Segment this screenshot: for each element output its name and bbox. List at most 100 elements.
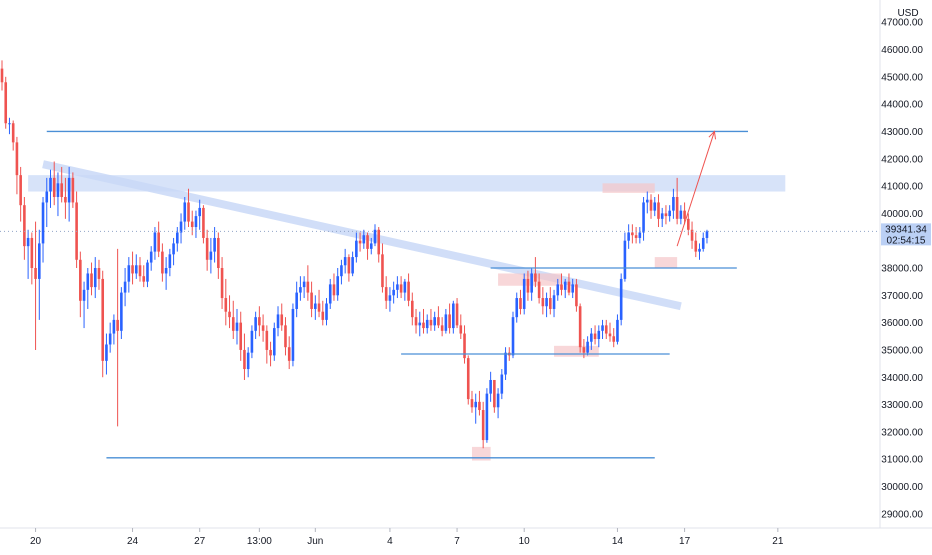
candle: [299, 276, 302, 301]
candle-body: [612, 336, 616, 342]
candle: [138, 257, 142, 282]
candle: [649, 194, 653, 219]
candle: [246, 347, 250, 378]
price-tick-label: 29000.00: [881, 509, 923, 520]
candle-body: [213, 237, 216, 252]
candle: [414, 308, 418, 334]
candle-body: [295, 292, 298, 309]
candle: [645, 191, 649, 214]
candle: [0, 60, 4, 91]
candle-body: [351, 257, 354, 274]
candle-body: [64, 196, 67, 203]
candle-body: [560, 284, 563, 290]
candle-body: [474, 401, 478, 408]
candle: [627, 224, 630, 249]
price-tick-label: 46000.00: [881, 45, 923, 56]
time-tick-label: 20: [30, 536, 42, 547]
candle: [444, 308, 448, 334]
candle: [478, 390, 481, 416]
candle-body: [4, 82, 8, 124]
candle: [545, 292, 548, 318]
drawing-layer: [28, 160, 786, 461]
time-axis[interactable]: 20 24 27 13:00 Jun 4 7 10 14 17 21: [30, 528, 784, 547]
candle: [575, 278, 578, 312]
candle: [45, 177, 49, 228]
candle-body: [537, 281, 541, 299]
candle-body: [496, 393, 500, 408]
candle: [701, 232, 705, 252]
candle-body: [705, 231, 709, 238]
candle: [79, 251, 82, 318]
candle: [537, 273, 541, 304]
candle: [459, 314, 463, 340]
candle: [500, 369, 504, 400]
candle: [105, 333, 108, 375]
candle-body: [485, 393, 489, 441]
candle: [179, 213, 183, 244]
candle-body: [172, 243, 175, 255]
candle-body: [701, 237, 705, 249]
candle-body: [228, 311, 231, 318]
time-tick-label: 7: [454, 536, 460, 547]
candle: [355, 232, 358, 263]
candle-body: [619, 278, 623, 320]
candle-body: [481, 410, 485, 441]
candle: [205, 229, 209, 271]
candle: [258, 306, 261, 337]
candle-body: [675, 196, 679, 219]
candle-body: [45, 191, 49, 203]
candle-body: [209, 251, 213, 260]
candle: [209, 237, 213, 274]
candle: [161, 243, 164, 282]
candle-body: [623, 240, 627, 279]
candle: [60, 166, 63, 203]
candle-body: [127, 265, 131, 282]
candle-body: [254, 317, 257, 331]
candle-body: [373, 229, 377, 244]
candle-body: [41, 202, 45, 244]
candle-body: [571, 284, 574, 293]
candle-body: [231, 317, 235, 331]
candle: [153, 227, 157, 260]
candle-body: [105, 344, 108, 361]
candle: [362, 229, 366, 249]
candle: [224, 278, 228, 326]
price-tick-label: 45000.00: [881, 72, 923, 83]
candle-body: [530, 273, 533, 293]
candle-body: [220, 268, 224, 299]
highlight-zone: [654, 257, 678, 268]
candle: [146, 259, 149, 288]
candle-body: [448, 314, 451, 329]
candle: [631, 224, 634, 244]
candle: [634, 227, 638, 244]
candle: [422, 308, 425, 334]
candle: [328, 278, 332, 309]
candle: [231, 300, 235, 340]
price-tick-label: 30000.00: [881, 482, 923, 493]
candle: [511, 311, 515, 359]
candle: [86, 268, 90, 309]
candle: [351, 251, 354, 277]
candle-body: [414, 317, 418, 326]
candle: [243, 333, 246, 380]
candle-body: [437, 317, 440, 326]
candle-body: [608, 333, 612, 337]
candle-body: [157, 232, 160, 252]
candle: [116, 248, 119, 427]
candle: [433, 311, 436, 331]
highlight-zone: [498, 273, 562, 286]
candle: [399, 276, 403, 299]
candle: [306, 265, 310, 301]
candle-body: [653, 202, 657, 211]
candle-body: [463, 333, 466, 359]
candle: [314, 295, 317, 320]
candle: [4, 76, 8, 129]
candle: [373, 224, 377, 247]
price-axis[interactable]: 29000.00 30000.00 31000.00 32000.00 33000.00…: [881, 18, 923, 521]
candle-body: [287, 347, 291, 361]
candle-body: [642, 202, 645, 233]
candle-body: [205, 237, 209, 260]
candle: [108, 322, 112, 353]
